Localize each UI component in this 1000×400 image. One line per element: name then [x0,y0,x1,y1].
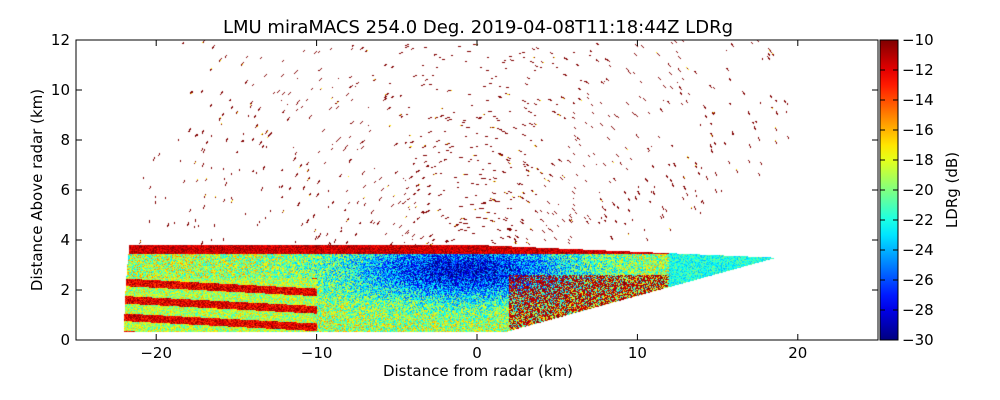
colorbar-gradient [880,40,898,340]
y-tick-label: 2 [60,281,70,299]
colorbar-tick-label: −22 [902,211,934,229]
y-tick-label: 0 [60,331,70,349]
y-axis-label: Distance Above radar (km) [28,89,46,291]
ldr-heatmap [76,40,878,340]
x-axis: −20 −10 0 10 20 [140,40,807,362]
y-axis: 0 2 4 6 8 10 12 [51,31,878,349]
colorbar-tick-label: −26 [902,271,934,289]
colorbar-tick-label: −12 [902,61,934,79]
x-tick-label: 10 [628,344,647,362]
y-tick-label: 8 [60,131,70,149]
colorbar-tick-label: −20 [902,181,934,199]
plot-area [75,39,879,341]
colorbar-tick-label: −30 [902,331,934,349]
x-tick-label: −20 [140,344,172,362]
colorbar-tick-label: −28 [902,301,934,319]
y-tick-label: 6 [60,181,70,199]
chart-title: LMU miraMACS 254.0 Deg. 2019-04-08T11:18… [223,17,733,38]
colorbar-tick-label: −10 [902,31,934,49]
colorbar-ticks: −30 −28 −26 −24 −22 −20 −18 −16 −14 −12 −10 [880,31,934,349]
x-tick-label: 0 [472,344,482,362]
colorbar-tick-label: −18 [902,151,934,169]
colorbar-label: LDRg (dB) [943,152,961,228]
colorbar-tick-label: −16 [902,121,934,139]
y-tick-label: 4 [60,231,70,249]
x-axis-label: Distance from radar (km) [383,362,573,380]
x-tick-label: 20 [788,344,807,362]
y-tick-label: 10 [51,81,70,99]
y-tick-label: 12 [51,31,70,49]
x-tick-label: −10 [301,344,333,362]
colorbar: −30 −28 −26 −24 −22 −20 −18 −16 −14 −12 −10 [879,31,934,349]
colorbar-tick-label: −14 [902,91,934,109]
colorbar-tick-label: −24 [902,241,934,259]
